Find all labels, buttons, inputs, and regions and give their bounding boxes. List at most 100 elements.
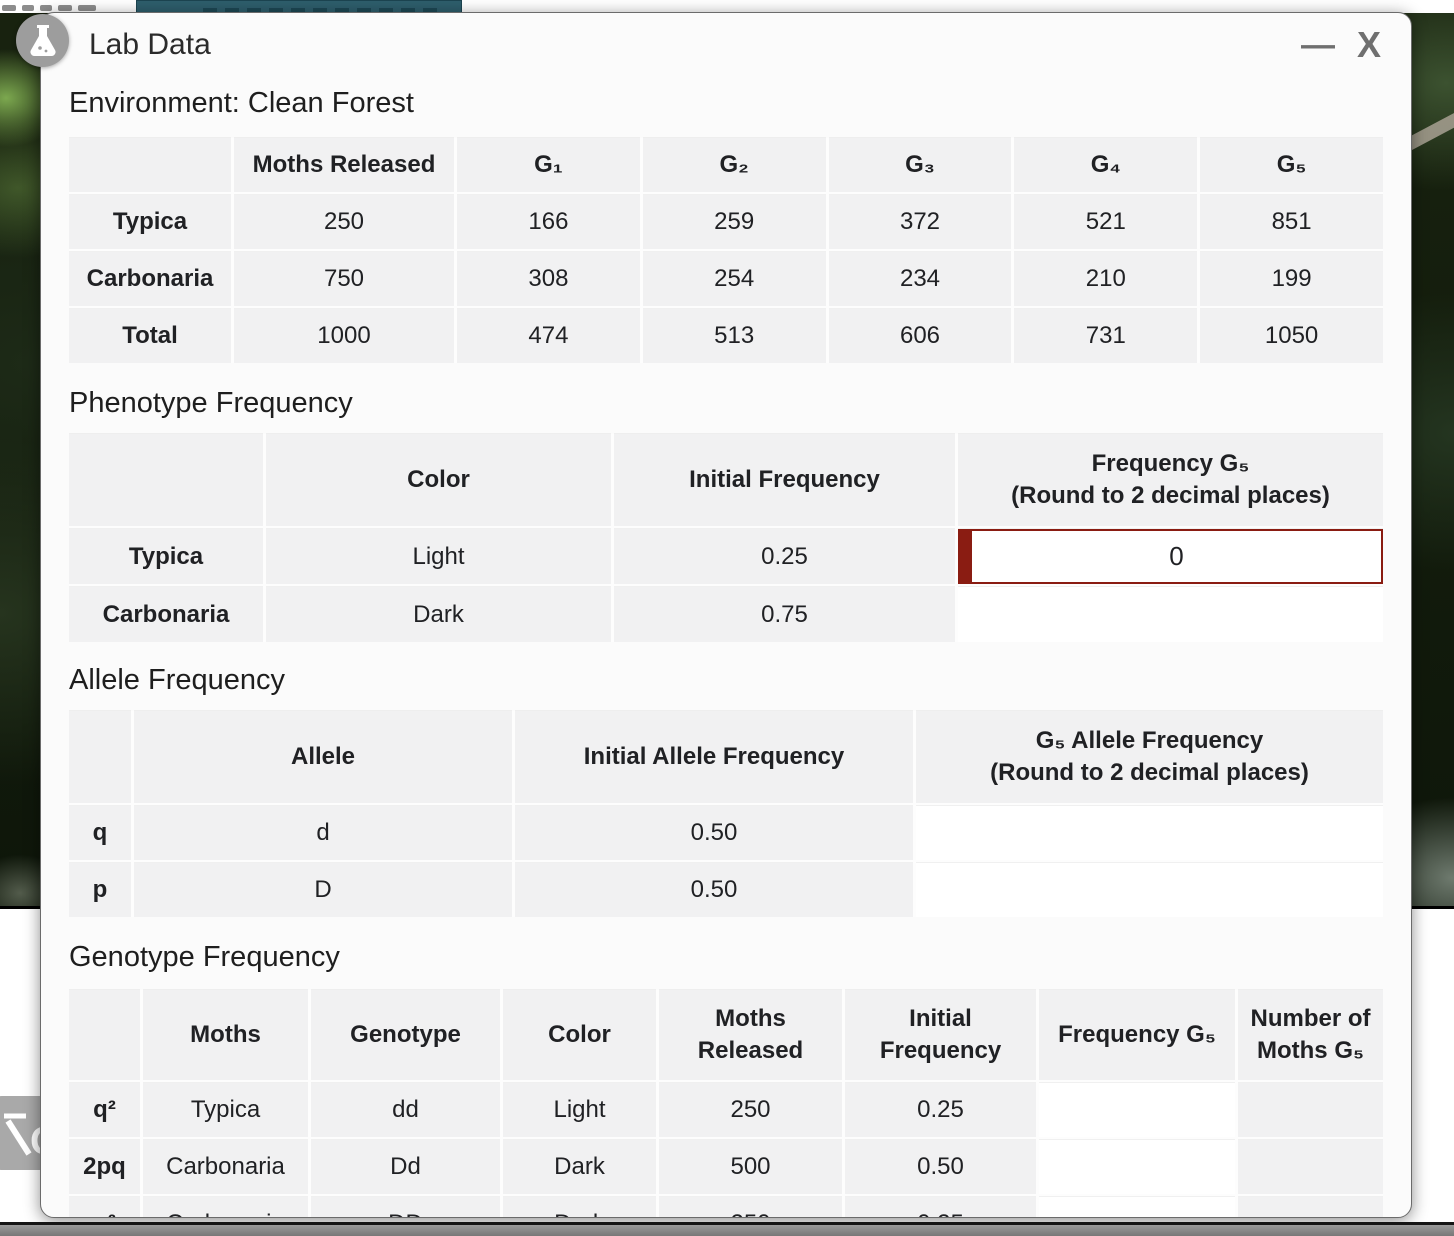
- row-header: Carbonaria: [69, 252, 231, 306]
- col-header: Color: [266, 434, 611, 526]
- close-button[interactable]: X: [1356, 24, 1381, 65]
- clipped-text-fragment: [2, 5, 16, 11]
- moth-count-table: Moths Released G₁ G₂ G₃ G₄ G₅ Typica 250…: [69, 138, 1383, 363]
- allele-heading: Allele Frequency: [69, 664, 285, 696]
- col-header: Initial Frequency: [614, 434, 955, 526]
- table-cell: Typica: [143, 1083, 308, 1137]
- row-header: 2pq: [69, 1140, 140, 1194]
- header-line: (Round to 2 decimal places): [1011, 482, 1330, 509]
- header-line: G₅ Allele Frequency: [1035, 726, 1264, 754]
- table-cell: 234: [828, 252, 1012, 306]
- bottom-chrome-bar: [0, 1222, 1454, 1236]
- row-header: p: [69, 863, 131, 917]
- table-cell: d: [134, 806, 512, 860]
- genotype-p2-g5-input[interactable]: [1039, 1197, 1235, 1217]
- phenotype-heading: Phenotype Frequency: [69, 387, 353, 419]
- col-header: G₁: [457, 138, 640, 192]
- allele-q-g5-input[interactable]: [916, 806, 1383, 860]
- clipped-text-fragment: [40, 5, 52, 11]
- row-header: q²: [69, 1083, 140, 1137]
- table-cell: D: [134, 863, 512, 917]
- table-cell: 166: [457, 195, 640, 249]
- table-cell: 0.50: [515, 863, 913, 917]
- table-cell: 0.25: [614, 529, 955, 584]
- row-header: q: [69, 806, 131, 860]
- table-cell: 606: [828, 309, 1012, 363]
- col-header: Initial Allele Frequency: [515, 711, 913, 803]
- header-line: (Round to 2 decimal places): [990, 759, 1309, 786]
- header-line: Number of: [1250, 1004, 1371, 1032]
- frequency-g5-input-cell: [1039, 1083, 1235, 1137]
- table-cell: 0.75: [614, 587, 955, 642]
- table-cell: 513: [642, 309, 826, 363]
- table-cell: 521: [1014, 195, 1198, 249]
- col-header: Moths Released: [234, 138, 454, 192]
- g5-allele-input-cell: [916, 863, 1383, 917]
- corner-cell: [69, 138, 231, 192]
- table-cell: 731: [1014, 309, 1198, 363]
- table-cell: 1000: [234, 309, 454, 363]
- table-cell: Carbonaria: [143, 1140, 308, 1194]
- title-bar: Lab Data — X: [41, 13, 1411, 77]
- col-header: G₅: [1200, 138, 1383, 192]
- phenotype-table: Color Initial Frequency Frequency G₅ (Ro…: [69, 434, 1383, 642]
- g5-allele-input-cell: [916, 806, 1383, 860]
- header-line: Initial: [909, 1004, 972, 1032]
- minimize-button[interactable]: —: [1300, 26, 1335, 64]
- table-cell: Dark: [503, 1197, 656, 1217]
- phenotype-typica-g5-input[interactable]: [972, 531, 1381, 582]
- table-cell: 851: [1200, 195, 1383, 249]
- table-cell: 250: [234, 195, 454, 249]
- flask-icon: [29, 24, 56, 56]
- col-header-moths-released: Moths Released: [659, 990, 842, 1080]
- frequency-g5-input-cell: [958, 529, 1383, 584]
- col-header-initial-frequency: Initial Frequency: [845, 990, 1036, 1080]
- header-line: Frequency: [879, 1037, 1002, 1064]
- table-cell: Dark: [266, 587, 611, 642]
- corner-cell: [69, 711, 131, 803]
- table-cell: Dd: [311, 1140, 500, 1194]
- frequency-g5-input-cell: [1039, 1140, 1235, 1194]
- table-cell: dd: [311, 1083, 500, 1137]
- frequency-g5-input-cell: [1039, 1197, 1235, 1217]
- table-cell: 250: [659, 1083, 842, 1137]
- tab-laboratory-simulation[interactable]: [136, 0, 462, 13]
- phenotype-carbonaria-g5-input[interactable]: [958, 587, 1383, 642]
- dialog-content: Environment: Clean Forest Moths Released…: [41, 87, 1411, 1217]
- col-header: Color: [503, 990, 656, 1080]
- number-of-moths-cell: [1238, 1140, 1383, 1194]
- genotype-2pq-g5-input[interactable]: [1039, 1140, 1235, 1194]
- allele-table: Allele Initial Allele Frequency G₅ Allel…: [69, 711, 1383, 917]
- table-cell: 474: [457, 309, 640, 363]
- row-header: Total: [69, 309, 231, 363]
- col-header-number-of-moths: Number of Moths G₅: [1238, 990, 1383, 1080]
- table-cell: 259: [642, 195, 826, 249]
- col-header: Moths: [143, 990, 308, 1080]
- genotype-q2-g5-input[interactable]: [1039, 1083, 1235, 1137]
- row-header: Typica: [69, 195, 231, 249]
- allele-p-g5-input[interactable]: [916, 863, 1383, 917]
- table-cell: DD: [311, 1197, 500, 1217]
- number-of-moths-cell: [1238, 1083, 1383, 1137]
- table-cell: 0.25: [845, 1197, 1036, 1217]
- table-cell: 0.50: [515, 806, 913, 860]
- col-header-g5-allele: G₅ Allele Frequency (Round to 2 decimal …: [916, 711, 1383, 803]
- col-header: G₄: [1014, 138, 1198, 192]
- table-cell: Light: [266, 529, 611, 584]
- col-header: G₂: [642, 138, 826, 192]
- lab-flask-badge: [16, 14, 69, 67]
- col-header: Allele: [134, 711, 512, 803]
- environment-heading: Environment: Clean Forest: [69, 87, 414, 119]
- table-cell: 210: [1014, 252, 1198, 306]
- table-cell: 254: [642, 252, 826, 306]
- table-cell: Carbonaria: [143, 1197, 308, 1217]
- header-line: Released: [697, 1037, 804, 1064]
- table-cell: 500: [659, 1140, 842, 1194]
- genotype-table: Moths Genotype Color Moths Released Init…: [69, 990, 1383, 1217]
- corner-cell: [69, 990, 140, 1080]
- clipped-text-fragment: [78, 5, 96, 11]
- genotype-heading: Genotype Frequency: [69, 941, 340, 973]
- clipped-text-fragment: [22, 5, 34, 11]
- window-controls: — X: [1301, 27, 1381, 63]
- table-cell: 308: [457, 252, 640, 306]
